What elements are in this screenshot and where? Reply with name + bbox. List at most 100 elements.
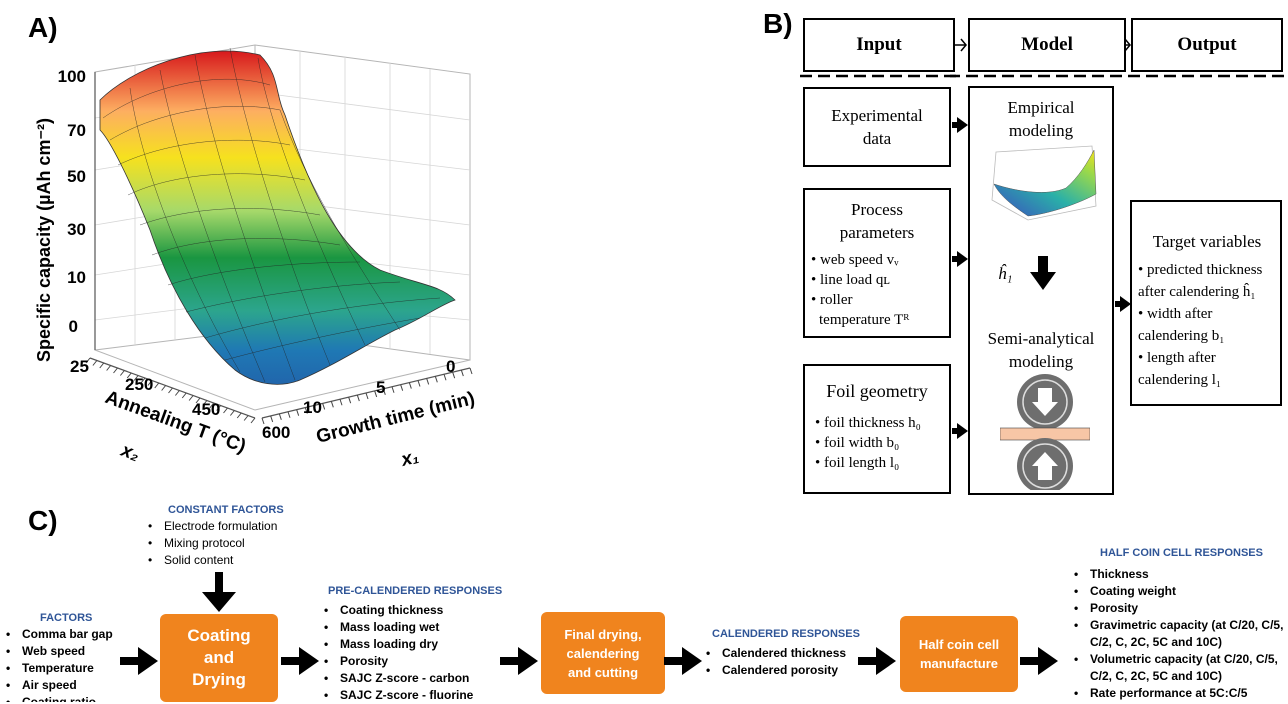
arrow-right-icon	[957, 423, 968, 439]
constant-factors-heading: CONSTANT FACTORS	[168, 504, 284, 516]
x1-minor-tick	[278, 413, 282, 420]
half-coin-response-item: C/2, C, 2C, 5C and 10C)	[1090, 669, 1223, 683]
x2-minor-tick	[168, 387, 173, 394]
half-coin-response-item: Thickness	[1068, 566, 1283, 583]
x1-tick-label: 10	[303, 398, 322, 417]
x2-minor-tick	[113, 367, 118, 374]
factor-item: Temperature	[0, 660, 113, 677]
right-arrow-icon	[1020, 647, 1058, 675]
dashed-separator	[800, 74, 960, 78]
half-coin-box-line: Half coin cell	[918, 637, 1000, 652]
x1-minor-tick	[339, 399, 343, 406]
x2-minor-tick	[174, 390, 180, 396]
x1-minor-tick	[322, 403, 326, 410]
process-item: line load qʟ	[811, 270, 943, 290]
process-item: roller	[811, 290, 943, 310]
coating-box-line: Drying	[192, 670, 246, 689]
x2-minor-tick	[119, 370, 125, 376]
x1-minor-tick	[460, 369, 464, 377]
arrow-stem	[952, 122, 958, 128]
x1-minor-tick	[408, 382, 412, 389]
coating-box-line: and	[203, 648, 235, 667]
half-coin-cell-box: Half coin cell manufacture	[900, 616, 1018, 692]
x2-minor-tick	[147, 380, 153, 386]
x1-minor-tick	[304, 407, 308, 414]
z-tick-label: 30	[67, 220, 86, 239]
x2-minor-tick	[161, 385, 167, 391]
pre-calendered-item: SAJC Z-score - fluorine	[318, 687, 473, 704]
x1-minor-tick	[348, 397, 352, 404]
response-surface	[99, 50, 456, 385]
x2-minor-tick	[181, 392, 187, 399]
foil-item: foil length l₀	[815, 453, 939, 473]
target-line: calendering b₁	[1138, 328, 1225, 344]
x2-tick-label: 450	[192, 400, 220, 419]
constant-factor-item: Mixing protocol	[142, 535, 277, 552]
target-line: after calendering ĥ₁	[1138, 284, 1256, 300]
arrow-right-icon	[1120, 296, 1131, 312]
x2-minor-tick	[202, 400, 208, 406]
empirical-line: modeling	[1008, 121, 1074, 140]
panel-c-letter: C)	[28, 505, 58, 536]
half-coin-response-item: Coating weight	[1068, 583, 1283, 600]
x2-tick-label: 250	[125, 375, 153, 394]
x2-tick-label: 600	[262, 423, 290, 442]
pre-calendered-item: Porosity	[318, 653, 473, 670]
half-coin-response-item: Gravimetric capacity (at C/20, C/5,	[1068, 617, 1283, 634]
x2-tick-label: 25	[70, 357, 89, 376]
half-coin-response-item: Rate performance at 5C:C/5	[1068, 685, 1283, 702]
right-arrow-icon	[281, 647, 319, 675]
x1-axis-label: Growth time (min)	[314, 388, 477, 448]
x1-minor-tick	[374, 390, 378, 398]
arrow-right-icon	[957, 117, 968, 133]
half-coin-response-item: C/2, C, 2C, 5C and 10C)	[1090, 635, 1223, 649]
x1-minor-tick	[469, 367, 473, 375]
constant-factor-item: Electrode formulation	[142, 518, 277, 535]
z-tick-label: 0	[69, 317, 78, 336]
x1-minor-tick	[261, 417, 265, 425]
factor-item: Comma bar gap	[0, 626, 113, 643]
right-arrow-icon	[664, 647, 702, 675]
right-arrow-icon	[500, 647, 538, 675]
final-box-line: calendering	[566, 645, 640, 661]
calender-rollers-icon	[1000, 374, 1090, 490]
half-coin-responses-heading: HALF COIN CELL RESPONSES	[1100, 547, 1263, 559]
x1-minor-tick	[270, 415, 274, 423]
down-arrow-icon	[202, 572, 236, 612]
x2-minor-tick	[250, 417, 256, 424]
foil-geometry-box: Foil geometry foil thickness h₀ foil wid…	[803, 364, 951, 494]
target-line: • predicted thickness	[1138, 262, 1263, 278]
x2-minor-tick	[133, 375, 139, 381]
h1-symbol: ĥ₁	[998, 264, 1013, 283]
arrow-right-icon	[957, 251, 968, 267]
process-title-line: parameters	[839, 223, 915, 242]
x1-symbol: x₁	[398, 446, 421, 471]
half-coin-response-item: Porosity	[1068, 600, 1283, 617]
x1-minor-tick	[417, 380, 421, 387]
calendered-item: Calendered thickness	[700, 645, 846, 662]
axis-ticks	[85, 357, 473, 425]
factor-item: Air speed	[0, 677, 113, 694]
arrow-stem	[1115, 301, 1121, 307]
process-item: web speed vᵥ	[811, 250, 943, 270]
x1-tick-label: 5	[376, 378, 385, 397]
x2-minor-tick	[243, 415, 249, 421]
semi-analytical-line: Semi-analytical	[987, 329, 1095, 348]
empirical-surface-thumbnail	[991, 145, 1097, 221]
empirical-line: Empirical	[1007, 98, 1075, 117]
model-header: Model	[968, 18, 1126, 72]
surface-plot: 100 70 50 30 10 0 Specific capacity (µAh…	[34, 44, 477, 471]
header-connectors	[950, 38, 1288, 78]
arrow-stem	[952, 256, 958, 262]
foil-item: foil width b₀	[815, 433, 939, 453]
x1-minor-tick	[356, 394, 360, 402]
calendered-heading: CALENDERED RESPONSES	[712, 628, 860, 640]
pre-calendered-item: Mass loading dry	[318, 636, 473, 653]
x1-minor-tick	[313, 405, 317, 412]
x2-minor-tick	[229, 410, 235, 416]
x2-minor-tick	[195, 397, 201, 404]
factor-item: Web speed	[0, 643, 113, 660]
x1-minor-tick	[452, 372, 456, 379]
x1-minor-tick	[296, 409, 300, 416]
x1-minor-tick	[443, 374, 447, 381]
